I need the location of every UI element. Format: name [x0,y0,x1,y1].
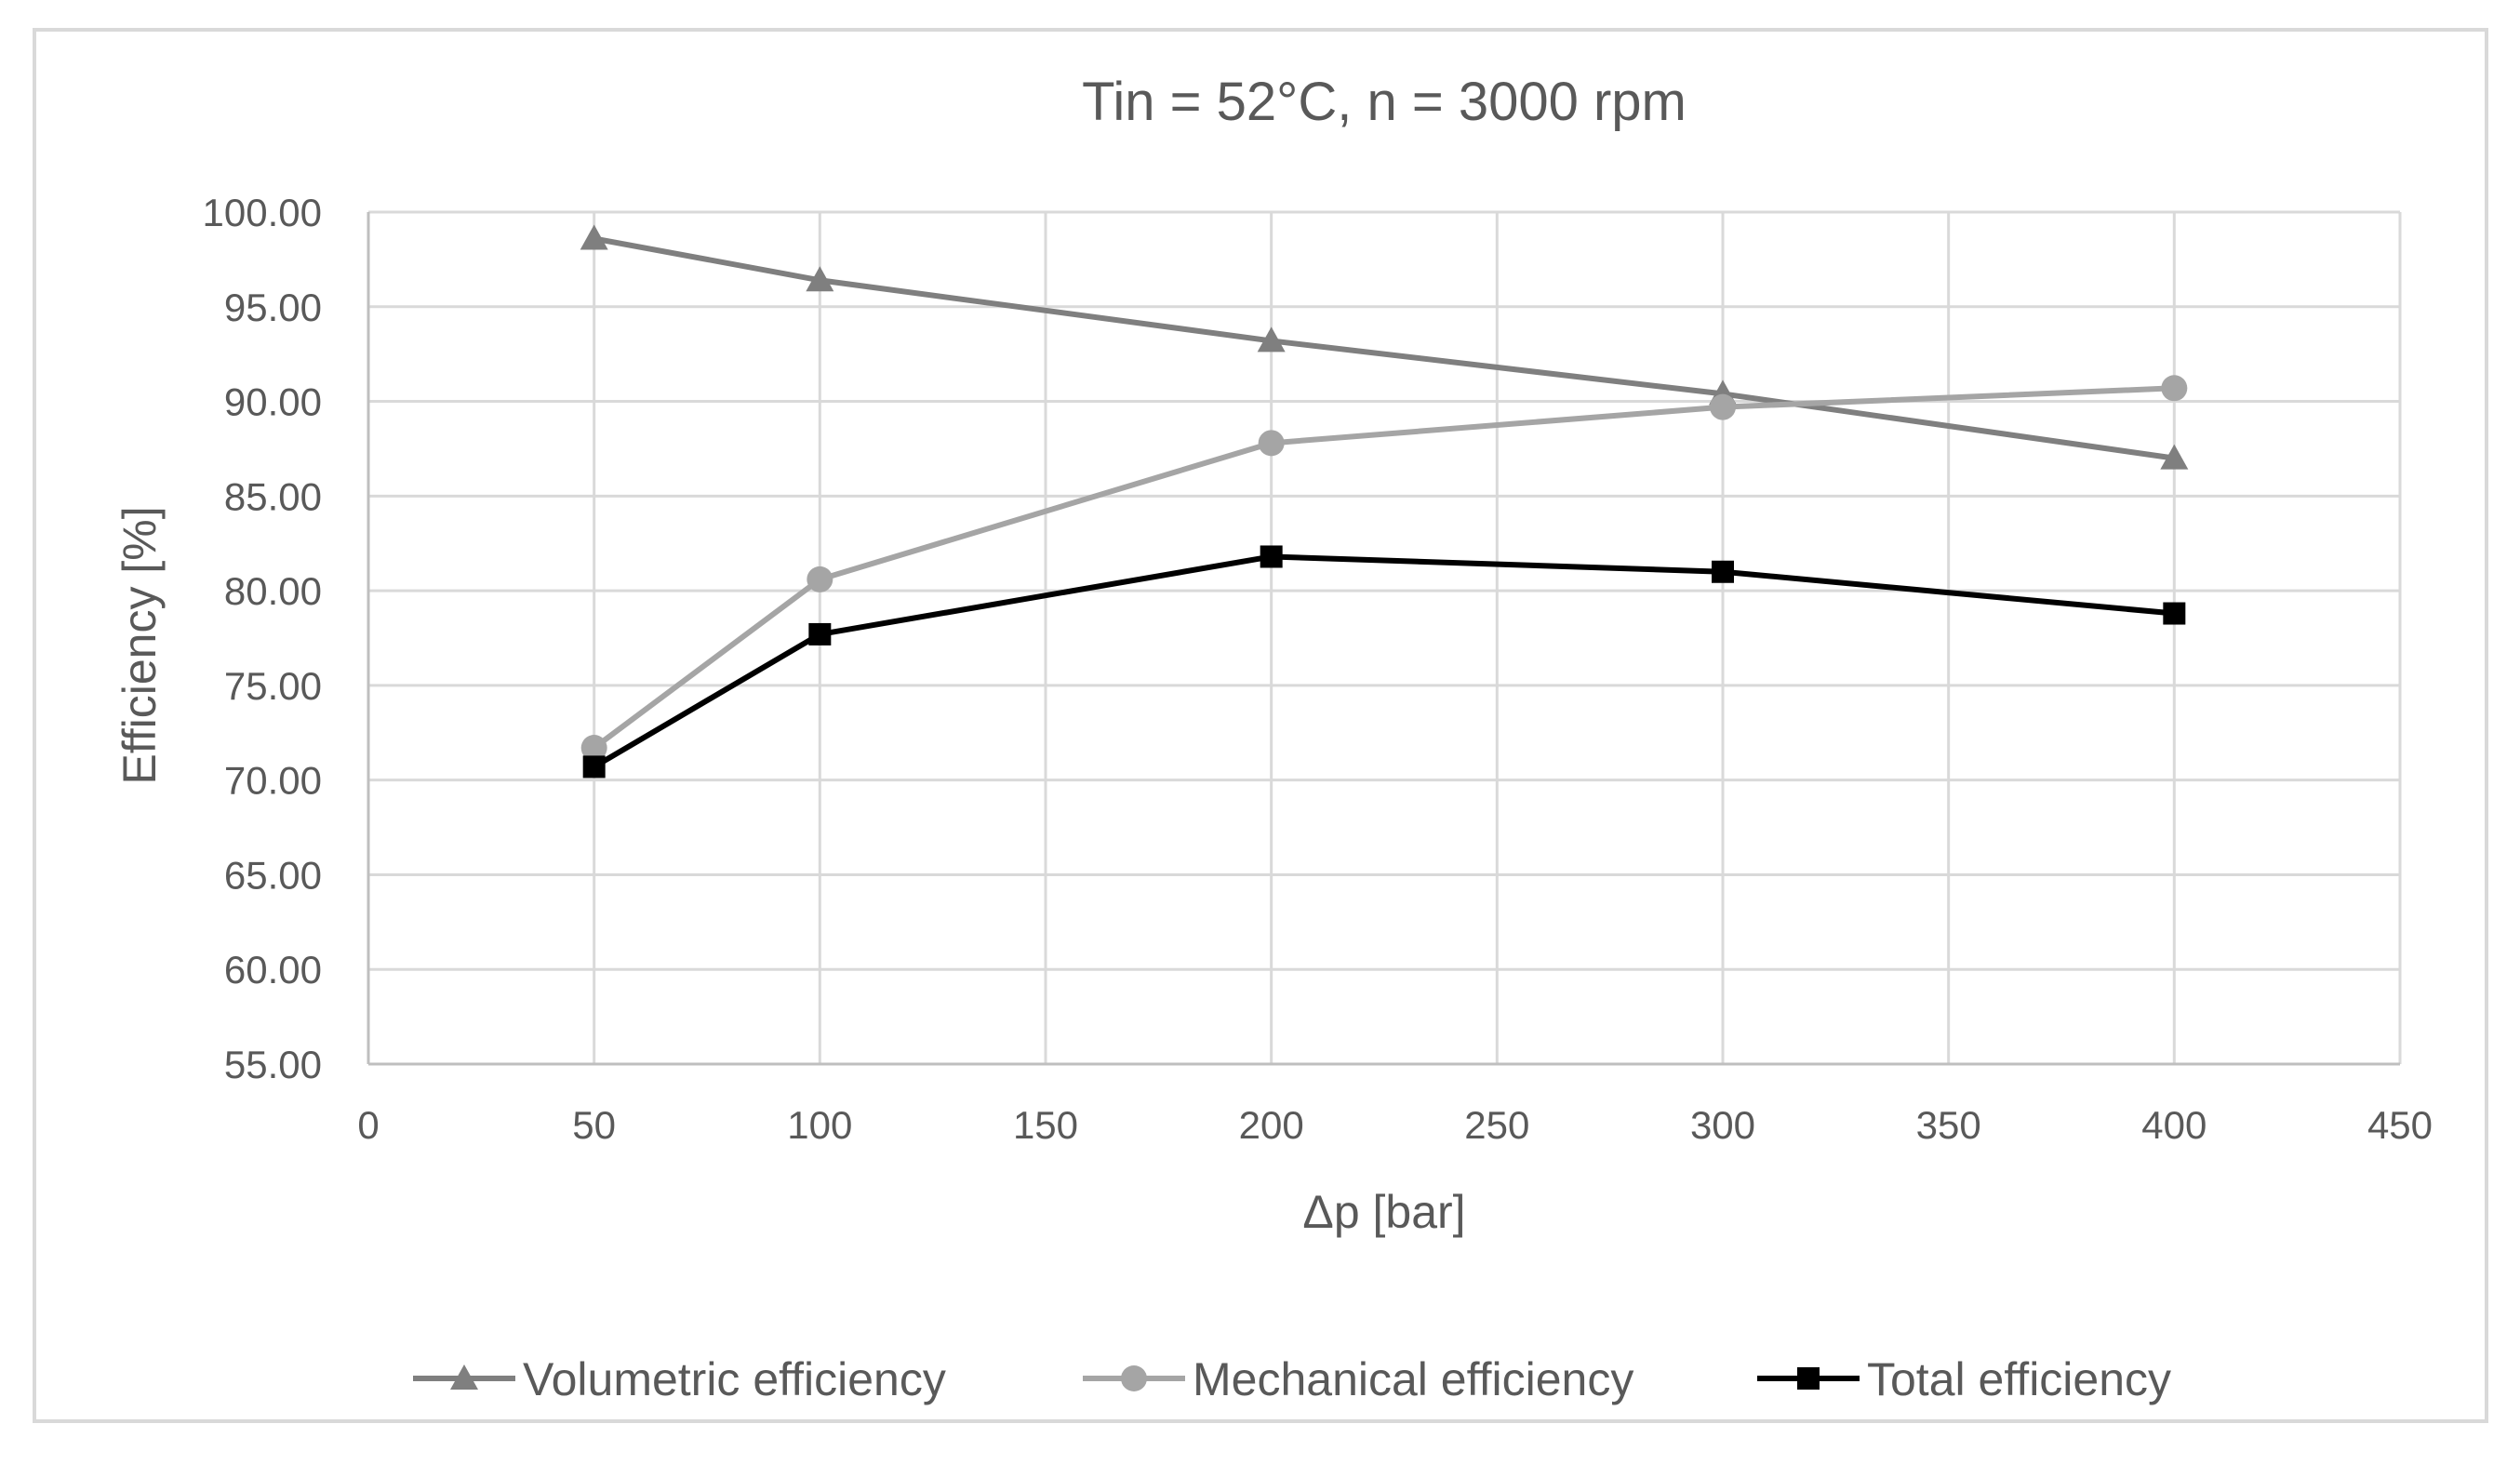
x-tick-label: 200 [1239,1103,1304,1147]
grid-layer [368,210,2402,1064]
volumetric-efficiency-point [2160,444,2189,470]
volumetric-efficiency-point [1257,326,1286,353]
y-tick-label: 80.00 [224,569,322,613]
volumetric-legend-marker [450,1364,478,1390]
mechanical-efficiency-point [2161,375,2188,402]
y-tick-label: 65.00 [224,853,322,897]
y-axis-title: Efficiency [%] [113,506,166,784]
mechanical-efficiency-point [807,566,833,592]
mechanical-efficiency-line [592,385,2175,751]
total-legend-marker [1797,1367,1820,1390]
mechanical-efficiency-point [580,735,607,762]
y-tick-label: 95.00 [224,286,322,329]
y-tick-label: 85.00 [224,474,322,518]
x-tick-label: 250 [1464,1103,1529,1147]
total-efficiency-point [1712,560,1734,583]
mechanical-legend-label: Mechanical efficiency [1193,1353,1633,1405]
x-tick-label: 400 [2141,1103,2207,1147]
total-efficiency-point [1260,545,1283,568]
x-axis-title: Δp [bar] [1302,1186,1465,1238]
x-tick-label: 150 [1013,1103,1078,1147]
mechanical-efficiency-point [1710,393,1736,420]
volumetric-legend-label: Volumetric efficiency [523,1353,946,1405]
volumetric-efficiency-point [806,266,834,292]
x-tick-label: 300 [1690,1103,1755,1147]
y-tick-label: 70.00 [224,759,322,803]
total-legend-label: Total efficiency [1867,1353,2171,1405]
x-tick-label: 350 [1916,1103,1981,1147]
chart-title: Tin = 52°C, n = 3000 rpm [1082,72,1687,132]
total-efficiency-point [582,755,606,779]
chart-svg: 0 50 100 150 200 250 300 350 400 450 55.00 60.00 65.… [113,72,2433,1405]
total-efficiency-point [2163,602,2186,625]
volumetric-efficiency-point [580,224,608,250]
y-tick-label: 55.00 [224,1043,322,1086]
total-efficiency-point [808,622,832,645]
mechanical-efficiency-point [1258,430,1285,457]
x-tick-label: 50 [572,1103,616,1147]
mechanical-legend-marker [1121,1365,1147,1391]
axis-layer: 0 50 100 150 200 250 300 350 400 450 55.00 60.00 65.… [203,191,2433,1147]
x-tick-label: 0 [357,1103,379,1147]
x-tick-label: 450 [2367,1103,2433,1147]
y-tick-label: 90.00 [224,380,322,424]
volumetric-efficiency-line [593,235,2175,461]
x-tick-label: 100 [787,1103,852,1147]
y-tick-label: 75.00 [224,664,322,708]
series-layer [580,224,2189,779]
total-efficiency-line [593,553,2175,770]
legend-layer: Volumetric efficiency Mechanical efficien… [413,1353,2171,1405]
chart-frame: 0 50 100 150 200 250 300 350 400 450 55.00 60.00 65.… [33,28,2488,1423]
y-tick-label: 60.00 [224,948,322,992]
y-tick-label: 100.00 [203,191,322,234]
